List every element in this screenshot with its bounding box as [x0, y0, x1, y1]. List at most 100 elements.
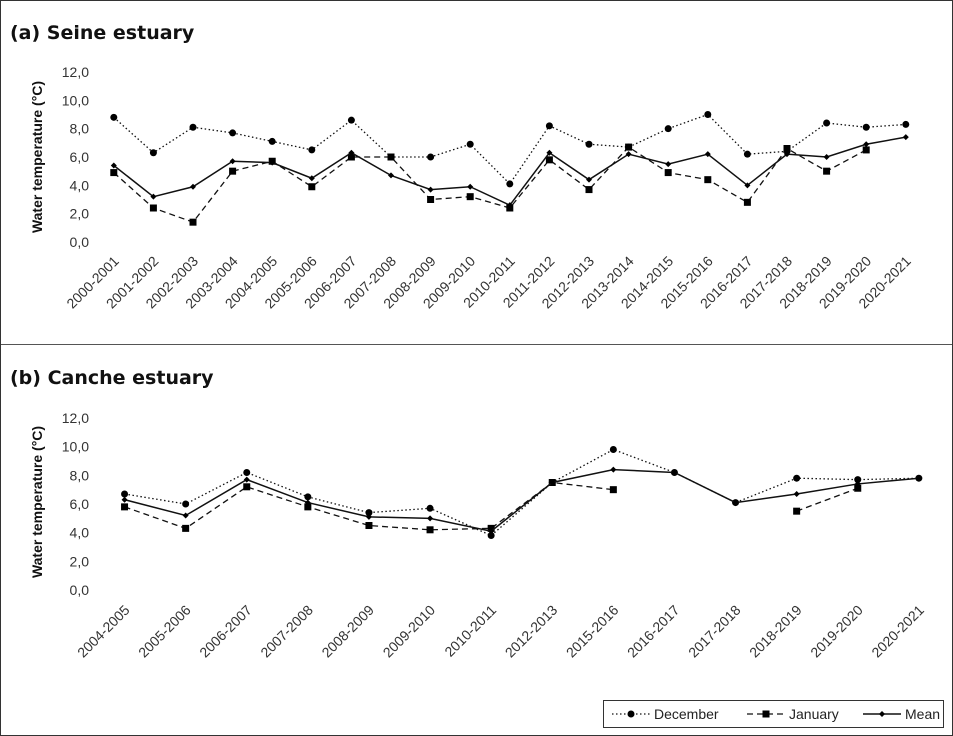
chart-legend: December January Mean [603, 700, 944, 728]
data-point [243, 476, 250, 483]
data-point [863, 141, 870, 148]
data-point [308, 183, 316, 191]
y-tick-label: 0,0 [70, 234, 90, 250]
series-mean [110, 134, 909, 209]
y-axis-label: Water temperature (°C) [29, 81, 45, 233]
data-point [243, 468, 251, 476]
data-point [784, 151, 790, 158]
data-point [823, 119, 831, 127]
data-point [229, 129, 237, 137]
data-point [365, 522, 373, 529]
data-point [783, 145, 791, 152]
series-mean [121, 466, 922, 535]
data-point [862, 123, 870, 131]
data-point [862, 146, 870, 154]
data-point [545, 122, 553, 130]
data-point [269, 159, 276, 166]
legend-label: December [654, 706, 719, 722]
data-point [609, 486, 617, 494]
data-point [609, 446, 617, 454]
data-point [427, 515, 434, 522]
series-line [124, 448, 919, 537]
data-point [793, 507, 801, 515]
data-point [854, 480, 861, 487]
series-line [113, 146, 867, 223]
data-point [347, 116, 355, 124]
data-point [308, 175, 315, 182]
data-point [546, 149, 553, 156]
data-point [268, 137, 276, 145]
data-point [182, 524, 190, 532]
data-point [586, 176, 592, 183]
data-point [365, 509, 373, 517]
legend-marker [879, 711, 885, 717]
data-point [304, 503, 312, 511]
data-point [671, 469, 678, 476]
data-point [915, 475, 922, 482]
data-point [182, 512, 189, 519]
data-point [744, 182, 751, 189]
data-point [121, 503, 129, 511]
y-tick-label: 10,0 [62, 439, 89, 455]
data-point [506, 180, 514, 188]
data-point [190, 183, 196, 190]
data-point [902, 120, 910, 128]
data-point [743, 150, 751, 158]
series-line [113, 113, 906, 185]
data-point [487, 532, 495, 540]
y-tick-label: 6,0 [70, 149, 90, 165]
data-point [545, 156, 553, 164]
data-point [506, 202, 513, 209]
data-point [704, 151, 711, 158]
data-point [467, 183, 474, 190]
data-point [426, 526, 434, 534]
legend-marker [627, 710, 635, 718]
series-december [110, 111, 910, 188]
data-point [549, 479, 556, 486]
data-point [823, 167, 831, 175]
data-point [488, 528, 495, 535]
data-point [110, 162, 117, 169]
legend-item-january: January [747, 706, 839, 722]
y-tick-label: 8,0 [70, 467, 90, 483]
series-line [796, 487, 858, 512]
data-point [704, 111, 712, 118]
data-point [387, 153, 395, 161]
legend-label: Mean [905, 706, 940, 722]
data-point [665, 161, 672, 168]
data-point [704, 176, 712, 184]
data-point [793, 490, 800, 497]
data-point [304, 493, 312, 501]
data-point [466, 193, 474, 201]
data-point [149, 204, 157, 212]
data-point [304, 499, 311, 506]
legend-item-mean: Mean [863, 706, 940, 722]
data-point [854, 484, 862, 492]
data-point [348, 149, 355, 156]
y-tick-label: 2,0 [70, 553, 90, 569]
data-point [308, 146, 316, 154]
legend-marker [762, 710, 770, 718]
data-point [426, 504, 434, 512]
data-point [585, 186, 593, 194]
data-point [229, 167, 237, 175]
y-tick-label: 6,0 [70, 496, 90, 512]
chart-title: (a) Seine estuary [10, 22, 195, 44]
data-point [664, 169, 672, 177]
y-tick-label: 2,0 [70, 206, 90, 222]
data-point [229, 158, 236, 165]
data-point [189, 123, 197, 131]
y-tick-label: 8,0 [70, 121, 90, 137]
y-tick-label: 12,0 [62, 64, 89, 80]
y-tick-label: 10,0 [62, 92, 89, 108]
data-point [182, 500, 190, 508]
data-point [110, 169, 118, 177]
data-point [610, 466, 617, 473]
data-point [365, 513, 372, 520]
y-tick-label: 12,0 [62, 410, 89, 426]
data-point [854, 476, 862, 484]
data-point [902, 134, 909, 141]
data-point [664, 125, 672, 133]
